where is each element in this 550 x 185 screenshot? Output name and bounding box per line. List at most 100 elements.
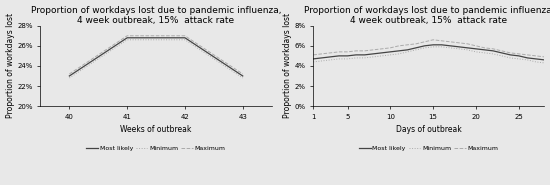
Most likely <box>421 45 428 47</box>
Minimum <box>66 77 73 79</box>
Most likely <box>541 59 548 61</box>
Most likely <box>412 47 419 49</box>
Maximum <box>515 53 522 55</box>
Minimum <box>472 51 479 53</box>
Minimum <box>378 55 385 57</box>
Minimum <box>353 57 359 59</box>
Minimum <box>430 46 437 48</box>
Maximum <box>447 41 454 43</box>
Most likely <box>353 54 359 56</box>
Line: Minimum: Minimum <box>314 47 544 63</box>
Line: Maximum: Maximum <box>314 40 544 57</box>
Line: Most likely: Most likely <box>69 38 243 76</box>
Minimum <box>182 39 188 41</box>
Minimum <box>464 49 471 51</box>
Maximum <box>472 45 479 47</box>
Maximum <box>464 43 471 45</box>
Minimum <box>421 47 428 49</box>
Minimum <box>370 56 377 58</box>
Maximum <box>387 47 394 49</box>
Most likely <box>447 45 454 47</box>
Most likely <box>318 57 325 59</box>
Maximum <box>182 35 188 37</box>
Most likely <box>404 49 411 51</box>
Maximum <box>430 39 437 41</box>
Minimum <box>344 58 351 60</box>
Minimum <box>318 60 325 62</box>
Most likely <box>481 49 488 51</box>
Line: Maximum: Maximum <box>69 36 243 74</box>
Most likely <box>464 47 471 49</box>
Minimum <box>455 48 462 50</box>
Maximum <box>541 56 548 58</box>
Most likely <box>336 55 342 57</box>
Maximum <box>455 42 462 44</box>
Minimum <box>515 58 522 60</box>
Most likely <box>182 37 188 39</box>
Legend: Most likely, Minimum, Maximum: Most likely, Minimum, Maximum <box>84 143 228 153</box>
Maximum <box>361 50 368 52</box>
Y-axis label: Proportion of workdays lost: Proportion of workdays lost <box>283 13 292 118</box>
Most likely <box>490 50 497 52</box>
Minimum <box>490 53 497 55</box>
Minimum <box>507 57 514 59</box>
Minimum <box>124 39 130 41</box>
X-axis label: Weeks of outbreak: Weeks of outbreak <box>120 125 192 134</box>
Minimum <box>404 51 411 53</box>
Maximum <box>124 35 130 37</box>
Most likely <box>524 57 531 59</box>
Maximum <box>404 44 411 46</box>
Maximum <box>239 73 246 75</box>
Most likely <box>361 54 368 56</box>
Maximum <box>421 41 428 43</box>
Most likely <box>66 75 73 77</box>
Most likely <box>327 56 334 58</box>
Minimum <box>541 62 548 64</box>
Maximum <box>395 45 402 47</box>
Most likely <box>507 54 514 56</box>
Maximum <box>412 43 419 45</box>
Minimum <box>395 53 402 55</box>
Line: Minimum: Minimum <box>69 40 243 78</box>
Maximum <box>507 52 514 54</box>
Most likely <box>455 46 462 48</box>
Most likely <box>387 51 394 53</box>
Most likely <box>472 48 479 50</box>
Minimum <box>532 61 539 63</box>
Most likely <box>239 75 246 77</box>
Maximum <box>353 50 359 52</box>
Minimum <box>361 57 368 59</box>
Maximum <box>310 54 317 56</box>
Maximum <box>490 48 497 50</box>
Minimum <box>498 55 505 57</box>
Maximum <box>66 73 73 75</box>
X-axis label: Days of outbreak: Days of outbreak <box>396 125 462 134</box>
Maximum <box>524 54 531 56</box>
Line: Most likely: Most likely <box>314 45 544 60</box>
Most likely <box>438 44 445 46</box>
Most likely <box>515 55 522 57</box>
Maximum <box>532 55 539 57</box>
Title: Proportion of workdays lost due to pandemic influenza,
4 week outbreak, 15%  att: Proportion of workdays lost due to pande… <box>304 6 550 25</box>
Y-axis label: Proportion of workdays lost: Proportion of workdays lost <box>6 13 14 118</box>
Minimum <box>387 54 394 56</box>
Most likely <box>430 44 437 46</box>
Maximum <box>378 48 385 50</box>
Most likely <box>378 52 385 54</box>
Minimum <box>524 59 531 61</box>
Most likely <box>344 55 351 57</box>
Maximum <box>498 50 505 52</box>
Maximum <box>370 49 377 51</box>
Maximum <box>344 51 351 53</box>
Maximum <box>327 52 334 54</box>
Maximum <box>318 53 325 55</box>
Most likely <box>370 53 377 55</box>
Minimum <box>336 58 342 60</box>
Maximum <box>481 47 488 49</box>
Minimum <box>481 52 488 54</box>
Minimum <box>447 47 454 49</box>
Legend: Most likely, Minimum, Maximum: Most likely, Minimum, Maximum <box>357 143 501 153</box>
Maximum <box>336 51 342 53</box>
Title: Proportion of workdays lost due to pandemic influenza,
4 week outbreak, 15%  att: Proportion of workdays lost due to pande… <box>31 6 281 25</box>
Minimum <box>412 49 419 51</box>
